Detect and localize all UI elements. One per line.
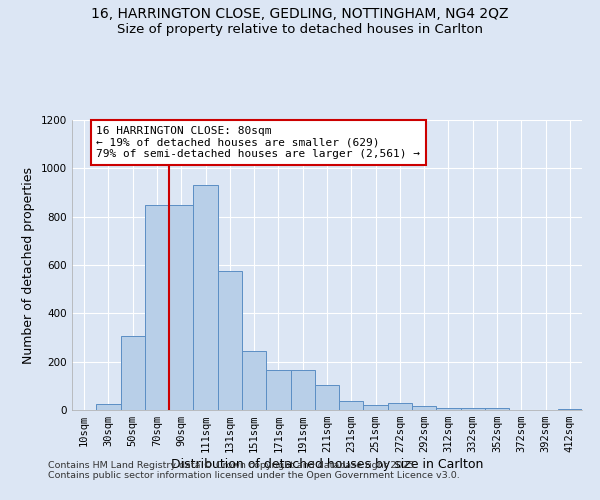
Bar (169, 204, 193, 410)
Bar (218, 271, 242, 410)
Text: 16, HARRINGTON CLOSE, GEDLING, NOTTINGHAM, NG4 2QZ: 16, HARRINGTON CLOSE, GEDLING, NOTTINGHA… (91, 8, 509, 22)
Y-axis label: Number of detached properties: Number of detached properties (22, 166, 35, 364)
Bar (339, 401, 364, 410)
Bar (558, 409, 582, 410)
Bar (461, 408, 485, 410)
Bar (121, 336, 145, 410)
Bar (315, 384, 339, 410)
Bar (364, 405, 388, 410)
Bar (412, 406, 436, 410)
Bar (485, 408, 509, 410)
X-axis label: Distribution of detached houses by size in Carlton: Distribution of detached houses by size … (171, 458, 483, 471)
Bar (96, 404, 121, 410)
Bar (436, 408, 461, 410)
Text: Contains HM Land Registry data © Crown copyright and database right 2025.
Contai: Contains HM Land Registry data © Crown c… (48, 460, 460, 480)
Bar (266, 370, 290, 410)
Bar (193, 185, 218, 410)
Bar (242, 351, 266, 410)
Bar (388, 404, 412, 410)
Bar (145, 204, 169, 410)
Text: 16 HARRINGTON CLOSE: 80sqm
← 19% of detached houses are smaller (629)
79% of sem: 16 HARRINGTON CLOSE: 80sqm ← 19% of deta… (96, 126, 420, 159)
Bar (290, 370, 315, 410)
Text: Size of property relative to detached houses in Carlton: Size of property relative to detached ho… (117, 22, 483, 36)
